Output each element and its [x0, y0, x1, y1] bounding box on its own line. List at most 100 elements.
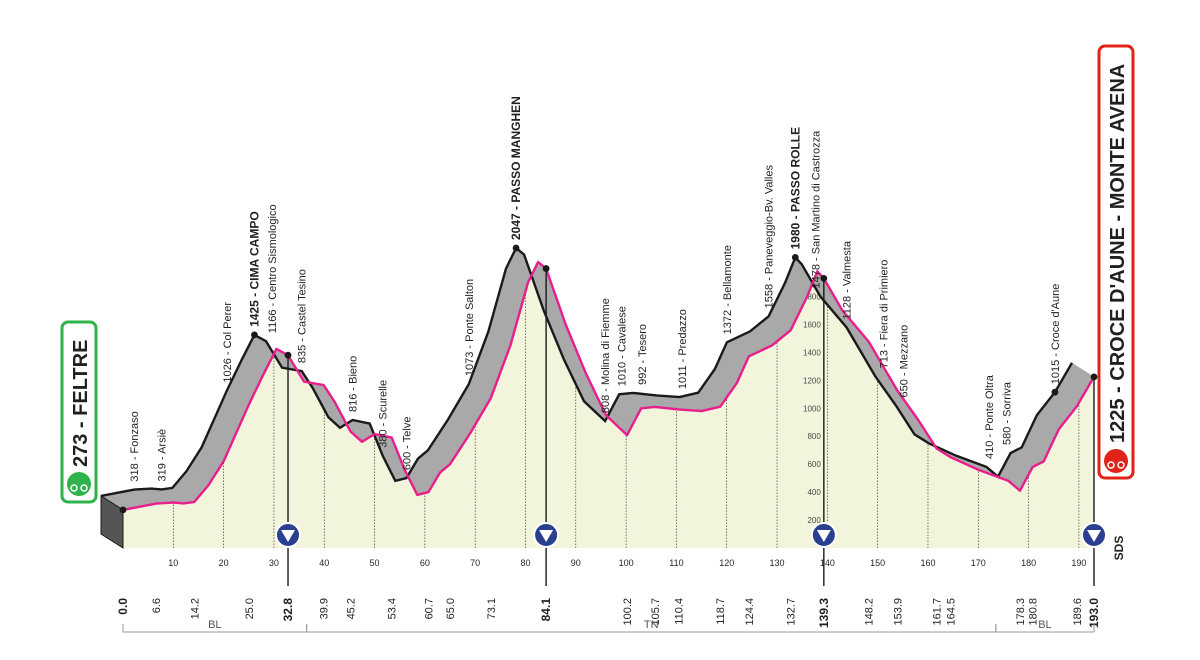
km-label: 193.0: [1087, 598, 1101, 628]
altitude-tick: 1400: [803, 348, 821, 357]
km-label: 180.8: [1028, 598, 1040, 626]
km-label: 100.2: [622, 598, 634, 626]
km-label: 32.8: [281, 598, 295, 622]
sprint-marker-arrow: [1087, 530, 1101, 542]
altitude-tick: 1000: [803, 404, 821, 413]
profile-ribbon: [101, 248, 1094, 510]
summit-dot: [1051, 388, 1059, 396]
km-label: 139.3: [817, 598, 831, 628]
sprint-marker-arrow: [816, 530, 831, 542]
sprint-marker-arrow: [539, 530, 554, 542]
km-label: 14.2: [189, 598, 201, 619]
location-label: 816 - Bieno: [348, 356, 360, 412]
km-label: 65.0: [445, 598, 457, 619]
sprint-marker-arrow: [281, 530, 296, 542]
grid-tick-label: 60: [420, 558, 430, 568]
province-label: TN: [644, 619, 659, 631]
altitude-tick: 200: [807, 516, 821, 525]
location-label: 1128 - Valmesta: [842, 240, 854, 319]
km-label: 161.7: [932, 598, 944, 626]
location-label: 580 - Sorriva: [1002, 381, 1014, 445]
cyclist-icon-wheel: [1117, 461, 1125, 469]
province-label: BL: [208, 619, 221, 631]
km-label: 39.9: [319, 598, 331, 619]
altitude-tick: 1200: [803, 376, 821, 385]
altitude-tick: 1600: [803, 320, 821, 329]
km-label: 0.0: [116, 598, 130, 615]
location-label: 1011 - Predazzo: [677, 309, 689, 389]
location-label: 1425 - CIMA CAMPO: [247, 211, 261, 327]
cyclist-icon-wheel: [70, 484, 78, 492]
location-label: 1026 - Col Perer: [222, 302, 234, 383]
km-label: 60.7: [423, 598, 435, 619]
location-label: 808 - Molina di Fiemme: [600, 298, 612, 413]
location-label: 319 - Arsiè: [156, 429, 168, 482]
location-label: 1558 - Paneveggio-Bv. Valles: [764, 165, 776, 309]
summit-dot: [791, 253, 799, 261]
location-label: 410 - Ponte Oltra: [984, 374, 996, 459]
road-line-layer: [122, 260, 1096, 512]
sds-logo: SDS: [1112, 536, 1126, 561]
road-line: [122, 260, 1096, 512]
grid-tick-label: 50: [370, 558, 380, 568]
km-label: 118.7: [715, 598, 727, 625]
start-badge: [60, 320, 98, 504]
location-label: 650 - Mezzano: [898, 325, 910, 398]
cyclist-icon: [1104, 449, 1128, 473]
location-label: 1073 - Ponte Salton: [464, 279, 476, 376]
grid-tick-label: 40: [319, 558, 329, 568]
summit-dot: [251, 331, 258, 339]
labels-layer: 0.0 6.6 14.2 25.0 32.8 39.9 45.2 53.4 60.7 65.0 73…: [70, 64, 1129, 633]
grid-tick-label: 140: [820, 558, 835, 568]
cyclist-icon-wheel: [80, 484, 88, 492]
location-label: 1980 - PASSO ROLLE: [788, 127, 802, 249]
location-label: 1010 - Cavalese: [617, 306, 629, 386]
grid-tick-label: 10: [168, 558, 178, 568]
km-label: 105.7: [650, 598, 662, 626]
location-label: 713 - Fiera di Primiero: [878, 260, 890, 369]
marks-layer: [60, 44, 1135, 586]
ribbon-layer: [100, 246, 1094, 549]
location-label: 2047 - PASSO MANGHEN: [509, 96, 523, 240]
km-label: 45.2: [345, 598, 357, 619]
grid-tick-label: 120: [719, 558, 734, 568]
location-label: 1478 - San Martino di Castrozza: [810, 130, 822, 289]
grid-tick-label: 180: [1021, 558, 1036, 568]
grid-tick-label: 70: [470, 558, 480, 568]
grid-tick-label: 30: [269, 558, 279, 568]
km-label: 148.2: [864, 598, 876, 626]
altitude-tick: 400: [807, 488, 821, 497]
grid-tick-label: 100: [619, 558, 634, 568]
grid-layer: 10 20 30 40 50 60 70 80 90 100 110 120 130 140 150 160 1…: [168, 284, 1086, 568]
finish-badge: [1097, 44, 1135, 480]
province-label: BL: [1038, 619, 1051, 631]
altitude-tick: 1800: [803, 293, 821, 302]
km-label: 84.1: [539, 598, 553, 622]
grid-tick-label: 110: [669, 558, 683, 568]
ribbon-top-edge: [100, 246, 1074, 498]
location-label: 1015 - Croce d'Aune: [1050, 284, 1062, 385]
km-label: 25.0: [244, 598, 256, 619]
km-label: 6.6: [151, 598, 163, 613]
location-label: 1166 - Centro Sismologico: [267, 204, 279, 333]
grid-tick-label: 90: [571, 558, 581, 568]
start-wall: [100, 494, 124, 549]
km-label: 132.7: [786, 598, 798, 626]
location-label: 1372 - Bellamonte: [722, 245, 734, 334]
km-label: 124.4: [744, 598, 756, 626]
km-label: 110.4: [673, 598, 685, 625]
cyclist-icon-wheel: [1107, 461, 1115, 469]
km-label: 73.1: [486, 598, 498, 619]
km-label: 164.5: [946, 598, 958, 626]
point-dot: [119, 506, 127, 514]
grid-tick-label: 160: [920, 558, 935, 568]
finish-title: 1225 - CROCE D'AUNE - MONTE AVENA: [1107, 64, 1129, 443]
location-label: 992 - Tesero: [637, 324, 649, 385]
grid-tick-label: 20: [219, 558, 229, 568]
km-label: 153.9: [892, 598, 904, 626]
grid-tick-label: 80: [520, 558, 530, 568]
grid-tick-label: 130: [770, 558, 785, 568]
location-label: 600 - Telve: [401, 417, 413, 471]
km-label: 178.3: [1015, 598, 1027, 626]
